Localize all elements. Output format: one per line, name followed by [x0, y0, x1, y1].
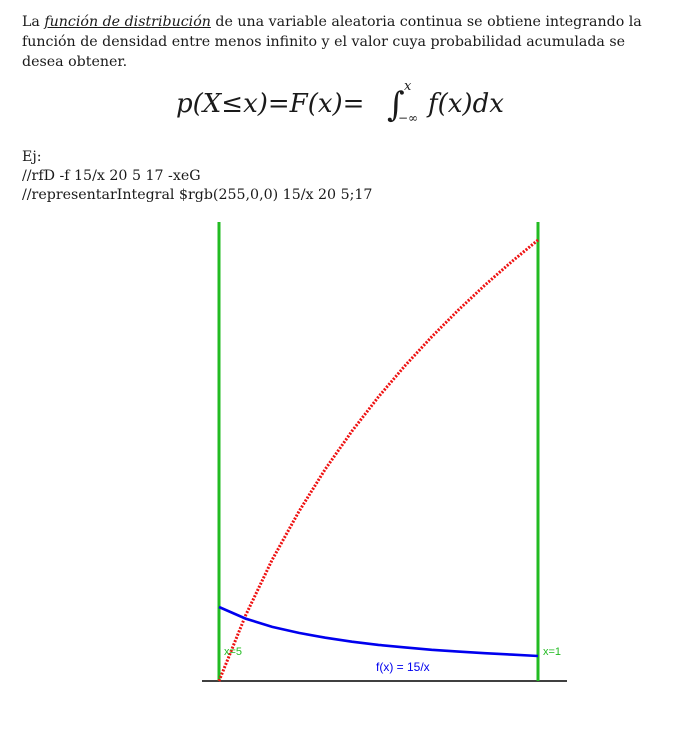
example-label: Ej:	[22, 149, 42, 165]
cumulative-integral-curve	[217, 238, 539, 682]
right-bound-label: x=1	[543, 646, 561, 658]
integral-sign: ∫	[387, 85, 405, 125]
example-command-2: //representarIntegral $rgb(255,0,0) 15/x…	[22, 187, 373, 203]
density-curve-label: f(x) = 15/x	[376, 660, 430, 674]
intro-suffix: de una variable aleatoria continua se ob…	[22, 14, 642, 70]
formula-integrand: f(x)dx	[426, 89, 504, 119]
example-command-1: //rfD -f 15/x 20 5 17 -xeG	[22, 168, 201, 184]
integral-lower-limit: −∞	[398, 111, 418, 125]
intro-prefix: La	[22, 14, 45, 30]
example-block: Ej: //rfD -f 15/x 20 5 17 -xeG //represe…	[22, 148, 642, 205]
cdf-formula: p(X≤x)=F(x)= ∫ x −∞ f(x)dx	[176, 79, 504, 125]
left-bound-label: x=5	[224, 646, 242, 658]
intro-paragraph: La función de distribución de una variab…	[22, 12, 662, 72]
formula-lhs: p(X≤x)=F(x)=	[176, 89, 364, 119]
integral-plot: x=5 x=1 f(x) = 15/x	[202, 222, 567, 682]
distribution-function-link[interactable]: función de distribución	[44, 14, 211, 30]
density-curve	[218, 605, 539, 658]
integral-upper-limit: x	[404, 79, 412, 94]
